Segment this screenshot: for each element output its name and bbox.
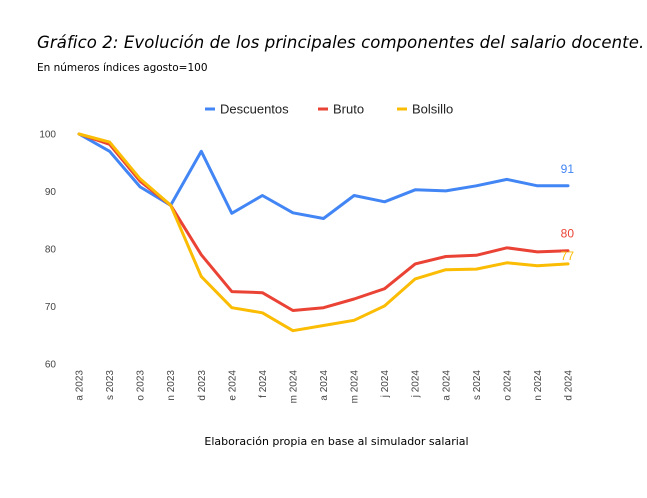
x-tick-label: f 2024 (258, 370, 269, 398)
x-tick-label: d 2023 (197, 370, 208, 401)
x-tick-label: a 2024 (319, 370, 330, 401)
y-tick-label: 90 (45, 187, 57, 198)
y-axis: 100 90 80 70 60 (39, 130, 56, 371)
x-axis: a 2023 s 2023 o 2023 n 2023 d 2023 e 2024 f 20… (75, 370, 575, 404)
series-lines (77, 132, 570, 333)
x-tick-label: a 2024 (441, 370, 452, 401)
legend-label-bruto: Bruto (333, 102, 364, 117)
x-tick-label: m 2024 (350, 370, 361, 404)
end-label-descuentos: 91 (561, 162, 575, 176)
end-label-bolsillo: 77 (561, 249, 575, 263)
x-tick-label: j 2024 (380, 370, 391, 399)
chart-caption: Elaboración propia en base al simulador … (204, 435, 469, 448)
x-tick-label: n 2024 (533, 370, 544, 401)
end-label-bruto: 80 (561, 227, 575, 241)
series-line-bruto (77, 132, 570, 312)
x-tick-label: o 2024 (502, 370, 513, 401)
y-tick-label: 60 (45, 360, 57, 371)
y-tick-label: 80 (45, 245, 57, 256)
x-tick-label: m 2024 (288, 370, 299, 404)
series-line-bolsillo (77, 132, 570, 333)
chart-title: Gráfico 2: Evolución de los principales … (37, 33, 645, 52)
legend-label-descuentos: Descuentos (220, 102, 289, 117)
y-tick-label: 100 (39, 130, 56, 141)
series-line-descuentos (77, 132, 570, 220)
end-labels: 91 80 77 (561, 162, 575, 263)
x-tick-label: d 2024 (564, 370, 575, 401)
legend-label-bolsillo: Bolsillo (412, 102, 453, 117)
chart-subtitle: En números índices agosto=100 (37, 62, 208, 74)
x-tick-label: s 2024 (472, 370, 483, 400)
x-tick-label: s 2023 (105, 370, 116, 400)
y-tick-label: 70 (45, 302, 57, 313)
x-tick-label: n 2023 (166, 370, 177, 401)
legend: Descuentos Bruto Bolsillo (205, 102, 453, 117)
x-tick-label: a 2023 (75, 370, 86, 401)
x-tick-label: j 2024 (411, 370, 422, 399)
x-tick-label: o 2023 (136, 370, 147, 401)
x-tick-label: e 2024 (227, 370, 238, 401)
